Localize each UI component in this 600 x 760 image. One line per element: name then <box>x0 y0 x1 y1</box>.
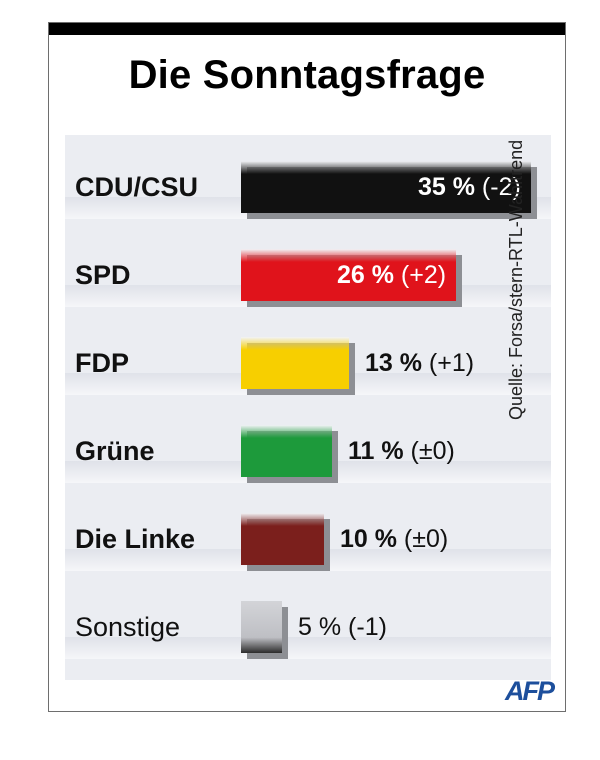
value-label: 5 % (-1) <box>298 610 387 644</box>
category-label: Grüne <box>75 436 155 466</box>
value-number: 35 % <box>418 173 475 201</box>
value-number: 11 % <box>348 437 404 465</box>
bar <box>241 601 288 659</box>
bar-face <box>241 513 324 565</box>
value-change: (±0) <box>396 525 449 553</box>
value-number: 26 % <box>337 261 394 289</box>
bar <box>241 249 462 307</box>
value-label: 35 % (-2) <box>418 170 521 204</box>
bar-face <box>241 161 531 213</box>
value-label: 11 % (±0) <box>348 434 455 468</box>
chart-title: Die Sonntagsfrage <box>128 53 486 97</box>
category-label: SPD <box>75 260 131 290</box>
chart-card: Die Sonntagsfrage CDU/CSU 35 % (-2) SPD 26 … <box>48 22 566 712</box>
afp-logo: AFP <box>505 676 555 706</box>
bar <box>241 425 338 483</box>
category-label: CDU/CSU <box>75 172 199 202</box>
category-label: FDP <box>75 348 129 378</box>
bar-face <box>241 337 349 389</box>
background-stripe <box>65 637 551 659</box>
value-number: 13 % <box>365 349 422 377</box>
source-note: Quelle: Forsa/stern-RTL-Wahltrend <box>506 139 526 420</box>
top-bar <box>49 23 565 35</box>
value-number: 10 % <box>340 525 397 553</box>
bar-face <box>241 425 332 477</box>
value-change: (±0) <box>403 437 455 465</box>
category-label: Sonstige <box>75 612 181 642</box>
plot-area: CDU/CSU 35 % (-2) SPD 26 % (+2) FDP 13 % (+1)… <box>65 135 551 680</box>
value-label: 10 % (±0) <box>340 522 448 556</box>
value-change: (-1) <box>341 613 387 641</box>
category-label: Die Linke <box>75 524 196 554</box>
bar <box>241 337 355 395</box>
value-change: (-2) <box>474 173 521 201</box>
value-change: (+1) <box>421 349 475 377</box>
bar-face <box>241 249 456 301</box>
bar <box>241 161 537 219</box>
bar <box>241 513 330 571</box>
bar-face <box>241 601 282 653</box>
value-number: 5 % <box>298 613 342 641</box>
value-change: (+2) <box>393 261 447 289</box>
value-label: 26 % (+2) <box>337 258 446 292</box>
value-label: 13 % (+1) <box>365 346 474 380</box>
